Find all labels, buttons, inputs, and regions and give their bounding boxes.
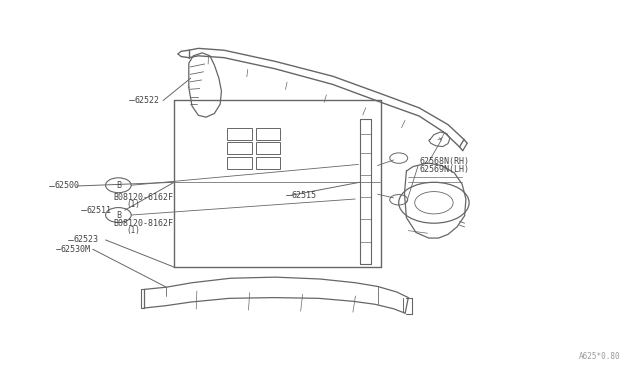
- Text: 62569N(LH): 62569N(LH): [419, 165, 469, 174]
- Text: 62523: 62523: [74, 235, 99, 244]
- Text: B: B: [116, 211, 121, 219]
- Text: B: B: [116, 181, 121, 190]
- Text: 62530M: 62530M: [61, 245, 91, 254]
- Text: 62522: 62522: [134, 96, 159, 105]
- Text: 62500: 62500: [54, 182, 79, 190]
- Text: B08120-8162F: B08120-8162F: [113, 219, 173, 228]
- Text: A625*0.80: A625*0.80: [579, 352, 621, 361]
- Text: 62568N(RH): 62568N(RH): [419, 157, 469, 166]
- Text: (1): (1): [126, 200, 140, 209]
- Text: (1): (1): [126, 226, 140, 235]
- Text: 62511: 62511: [86, 206, 111, 215]
- Text: B08120-6162F: B08120-6162F: [113, 193, 173, 202]
- Text: 62515: 62515: [291, 191, 316, 200]
